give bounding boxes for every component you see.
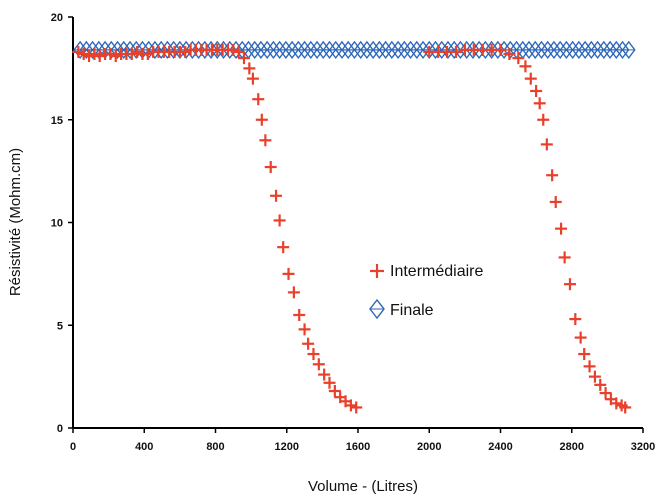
data-point-intermediaire — [93, 50, 106, 63]
data-point-intermediaire — [610, 397, 623, 410]
y-tick-label: 20 — [51, 12, 63, 24]
x-tick-label: 1600 — [346, 441, 370, 453]
legend-label-finale: Finale — [390, 302, 434, 319]
x-axis-title: Volume - (Litres) — [308, 478, 418, 495]
data-point-intermediaire — [524, 72, 537, 85]
x-tick-label: 0 — [70, 441, 76, 453]
legend-item-intermediaire: Intermédiaire — [370, 263, 483, 280]
data-point-intermediaire — [252, 93, 265, 106]
data-point-intermediaire — [298, 323, 311, 336]
x-tick-label: 2400 — [488, 441, 512, 453]
data-point-intermediaire — [141, 47, 154, 60]
axes — [72, 17, 643, 429]
data-point-intermediaire — [243, 62, 256, 75]
data-point-intermediaire — [578, 348, 591, 361]
data-point-intermediaire — [328, 385, 341, 398]
y-axis-title: Résistivité (Mohm.cm) — [7, 148, 24, 296]
x-tick-label: 1200 — [275, 441, 299, 453]
data-point-intermediaire — [125, 47, 138, 60]
y-tick-label: 15 — [51, 115, 63, 127]
data-point-intermediaire — [619, 401, 632, 414]
data-point-intermediaire — [533, 97, 546, 110]
ticks: 0 400 800 1200 1600 2000 2400 2800 3200 0 5 10 15 20 — [51, 12, 655, 453]
data-point-intermediaire — [227, 43, 240, 56]
data-point-intermediaire — [270, 189, 283, 202]
y-tick-label: 0 — [57, 423, 63, 435]
data-point-intermediaire — [594, 378, 607, 391]
data-point-intermediaire — [273, 214, 286, 227]
data-point-intermediaire — [264, 161, 277, 174]
data-point-intermediaire — [255, 113, 268, 126]
series-intermediaire — [72, 43, 632, 414]
data-point-intermediaire — [546, 169, 559, 182]
data-point-intermediaire — [540, 138, 553, 151]
data-point-intermediaire — [83, 50, 96, 63]
data-point-intermediaire — [494, 43, 507, 56]
data-point-intermediaire — [88, 47, 101, 60]
y-tick-label: 10 — [51, 218, 63, 230]
data-point-intermediaire — [569, 313, 582, 326]
data-point-intermediaire — [109, 50, 122, 63]
data-point-intermediaire — [549, 195, 562, 208]
data-point-intermediaire — [537, 113, 550, 126]
x-tick-label: 400 — [135, 441, 153, 453]
legend-marker-plus-icon — [370, 264, 384, 278]
data-point-intermediaire — [307, 348, 320, 361]
legend-diamond-marker — [369, 298, 385, 320]
data-point-intermediaire — [519, 60, 532, 73]
data-point-intermediaire — [574, 331, 587, 344]
data-point-intermediaire — [259, 134, 272, 147]
legend-marker-diamond-icon — [369, 298, 385, 320]
data-point-intermediaire — [277, 241, 290, 254]
data-point-intermediaire — [179, 45, 192, 58]
data-point-intermediaire — [246, 72, 259, 85]
data-point-intermediaire — [318, 368, 331, 381]
data-point-intermediaire — [104, 47, 117, 60]
data-point-intermediaire — [449, 45, 462, 58]
data-point-intermediaire — [312, 358, 325, 371]
data-point-intermediaire — [302, 337, 315, 350]
data-point-intermediaire — [530, 84, 543, 97]
data-point-intermediaire — [238, 52, 250, 65]
data-point-finale — [621, 40, 636, 60]
data-point-intermediaire — [323, 376, 336, 389]
x-tick-label: 800 — [206, 441, 224, 453]
data-point-intermediaire — [503, 47, 516, 60]
legend-label-intermediaire: Intermédiaire — [390, 263, 483, 280]
data-point-intermediaire — [588, 370, 601, 383]
data-point-intermediaire — [583, 360, 596, 373]
data-point-intermediaire — [599, 387, 612, 400]
series-finale — [73, 40, 636, 60]
x-tick-label: 2000 — [417, 441, 441, 453]
data-point-intermediaire — [350, 401, 363, 414]
data-point-intermediaire — [558, 251, 571, 264]
legend: Intermédiaire Finale — [369, 263, 483, 320]
data-point-intermediaire — [563, 278, 576, 291]
data-point-intermediaire — [72, 45, 85, 58]
data-point-intermediaire — [287, 286, 300, 299]
x-tick-label: 2800 — [560, 441, 584, 453]
data-point-intermediaire — [512, 52, 525, 65]
data-point-intermediaire — [232, 45, 245, 58]
legend-item-finale: Finale — [369, 298, 434, 320]
data-point-intermediaire — [555, 222, 568, 235]
data-point-intermediaire — [77, 47, 90, 60]
legend-plus-marker — [370, 264, 384, 278]
x-tick-label: 3200 — [631, 441, 655, 453]
data-point-intermediaire — [344, 399, 357, 412]
data-point-intermediaire — [282, 267, 295, 280]
data-point-intermediaire — [293, 308, 306, 321]
data-point-intermediaire — [131, 45, 144, 58]
y-tick-label: 5 — [57, 320, 63, 332]
